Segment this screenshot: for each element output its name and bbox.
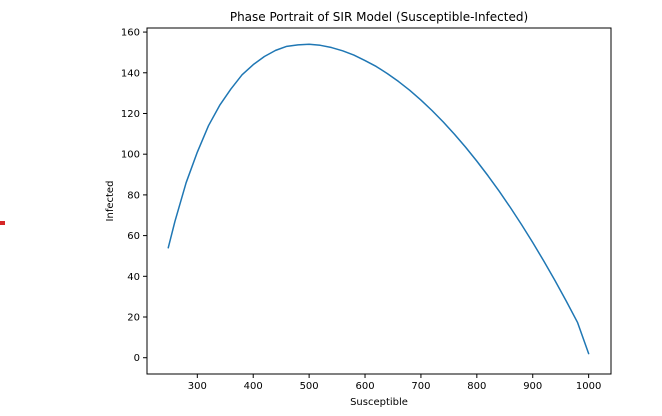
y-tick-label: 140 bbox=[121, 68, 140, 79]
y-tick-label: 60 bbox=[127, 231, 140, 242]
plot-area-frame bbox=[146, 27, 612, 375]
stray-red-marker bbox=[0, 221, 5, 225]
y-tick-label: 160 bbox=[121, 28, 140, 39]
x-axis-ticks: 300 400 500 600 700 800 900 1000 bbox=[188, 374, 601, 392]
y-axis-label: Infected bbox=[105, 181, 116, 222]
x-tick-label: 400 bbox=[244, 381, 263, 392]
y-tick-label: 0 bbox=[134, 353, 140, 364]
y-tick-label: 20 bbox=[127, 313, 140, 324]
chart-title: Phase Portrait of SIR Model (Susceptible… bbox=[230, 10, 528, 24]
x-tick-label: 600 bbox=[355, 381, 374, 392]
x-tick-label: 700 bbox=[411, 381, 430, 392]
y-tick-label: 80 bbox=[127, 190, 140, 201]
y-axis-ticks: 0 20 40 60 80 100 120 140 160 bbox=[121, 28, 147, 364]
y-tick-label: 40 bbox=[127, 272, 140, 283]
x-tick-label: 1000 bbox=[576, 381, 601, 392]
x-tick-label: 300 bbox=[188, 381, 207, 392]
y-tick-label: 100 bbox=[121, 150, 140, 161]
x-tick-label: 900 bbox=[523, 381, 542, 392]
susceptible-infected-curve bbox=[167, 43, 590, 355]
x-tick-label: 500 bbox=[300, 381, 319, 392]
x-axis-label: Susceptible bbox=[350, 397, 408, 408]
y-tick-label: 120 bbox=[121, 109, 140, 120]
x-tick-label: 800 bbox=[467, 381, 486, 392]
